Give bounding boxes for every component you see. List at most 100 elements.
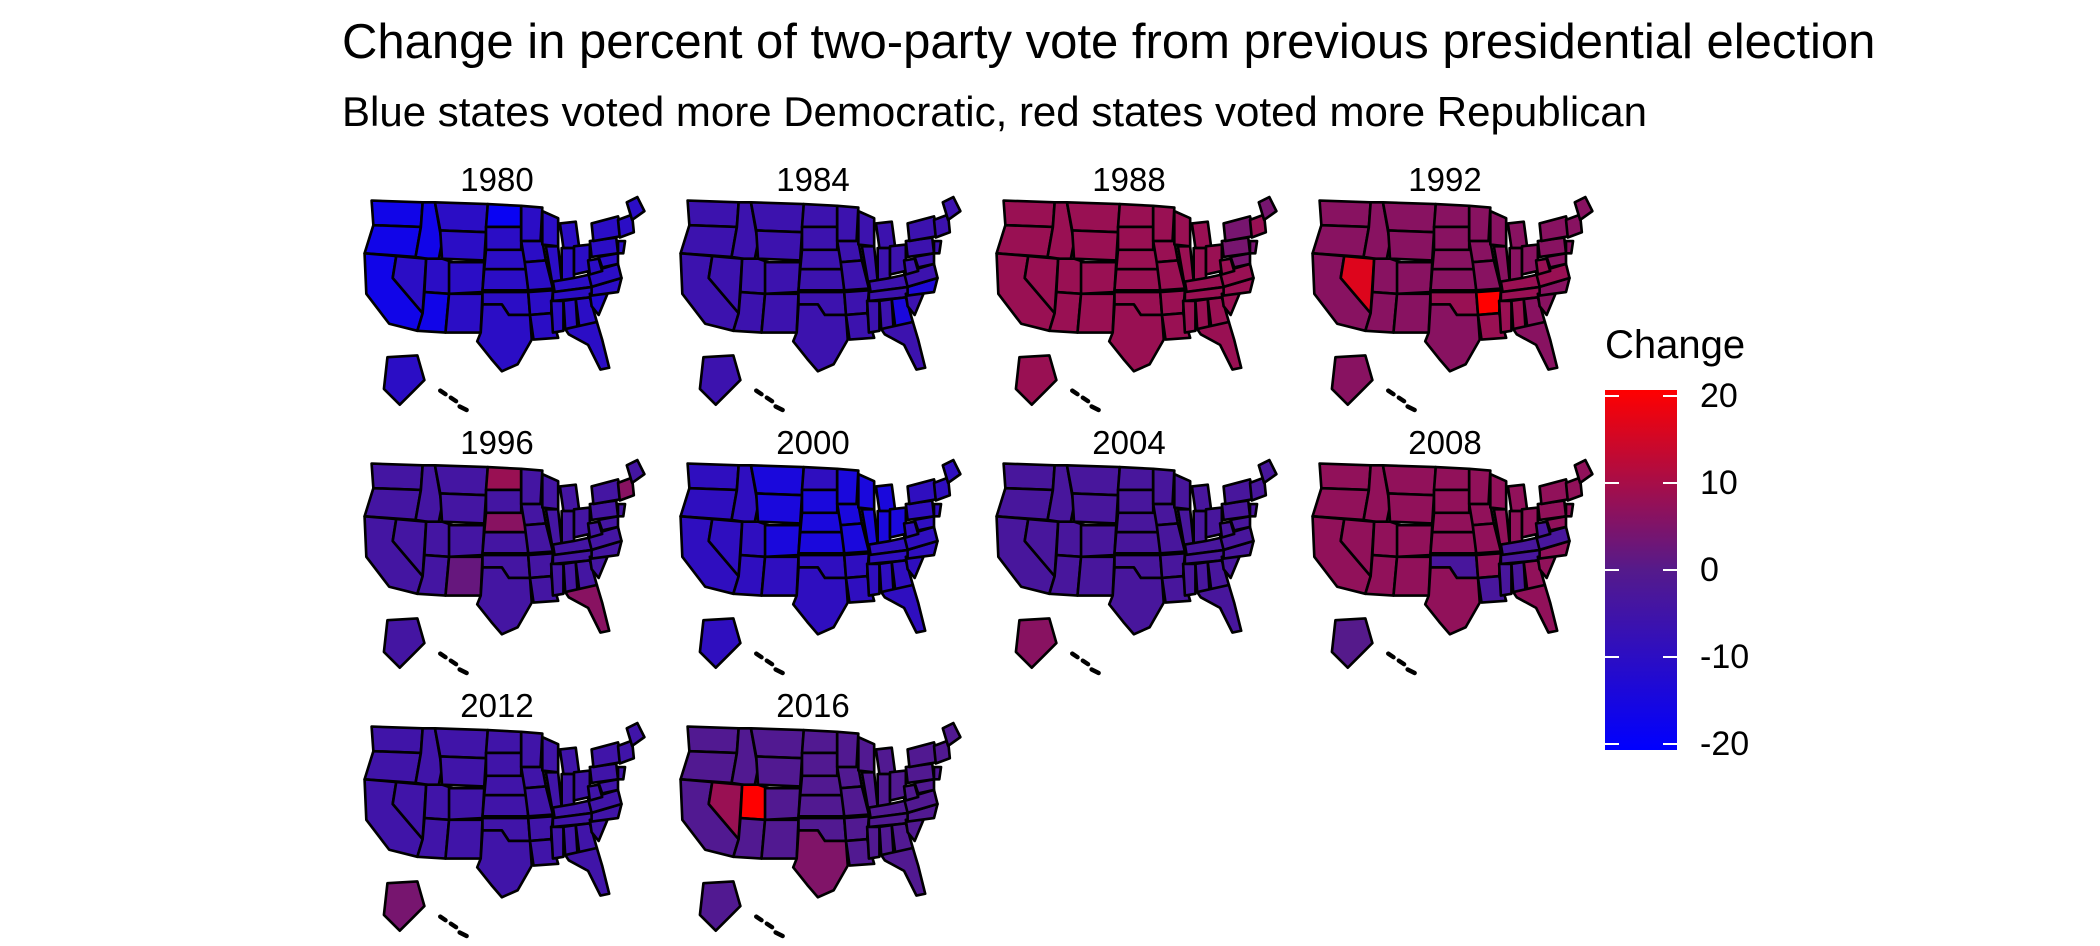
state-wa <box>686 725 740 755</box>
state-nd <box>484 728 523 755</box>
state-ms <box>1497 299 1513 334</box>
state-mn <box>835 204 860 243</box>
state-mi <box>874 746 897 776</box>
state-wv <box>902 520 920 539</box>
state-in <box>1192 246 1208 283</box>
state-nd <box>1432 202 1471 229</box>
state-me <box>941 721 962 748</box>
state-ne <box>798 248 844 271</box>
map-panel-1992: 1992 <box>1290 160 1600 420</box>
state-sd <box>484 751 523 778</box>
state-az <box>1048 290 1083 334</box>
state-nd <box>1116 202 1155 229</box>
us-map <box>1311 195 1594 413</box>
map-panel-1980: 1980 <box>342 160 652 420</box>
state-nd <box>800 465 839 492</box>
state-wi <box>540 209 560 248</box>
state-ar <box>526 551 555 580</box>
us-map <box>995 195 1278 413</box>
state-ks <box>1429 530 1478 555</box>
state-fl <box>563 320 611 371</box>
state-sd <box>1432 488 1471 515</box>
state-tx <box>791 303 850 373</box>
state-ks <box>797 530 846 555</box>
legend-color-bar <box>1605 390 1677 750</box>
state-co <box>447 786 486 822</box>
state-co <box>447 260 486 296</box>
state-ne <box>1430 511 1476 534</box>
state-wv <box>586 520 604 539</box>
panel-year-label: 2000 <box>776 424 850 461</box>
state-md <box>1229 252 1252 269</box>
state-tx <box>475 829 534 899</box>
state-nm <box>444 555 484 597</box>
state-ks <box>481 267 530 292</box>
state-mi <box>1190 220 1213 250</box>
state-nm <box>760 818 800 860</box>
state-in <box>876 509 892 546</box>
state-tx <box>1107 566 1166 636</box>
state-wa <box>1002 199 1056 229</box>
state-mi <box>874 483 897 513</box>
map-panel-1996: 1996 <box>342 423 652 683</box>
us-map <box>679 458 962 676</box>
state-wa <box>1318 462 1372 492</box>
state-me <box>625 721 646 748</box>
us-map <box>363 195 646 413</box>
state-wi <box>856 472 876 511</box>
state-nm <box>1076 555 1116 597</box>
state-fl <box>563 583 611 634</box>
state-wi <box>1488 472 1508 511</box>
state-wy <box>754 492 804 525</box>
state-sd <box>1432 225 1471 252</box>
state-ne_small <box>616 213 636 239</box>
state-or <box>1311 486 1371 522</box>
state-ms <box>1181 562 1197 597</box>
state-fl <box>1511 583 1559 634</box>
state-ne_small <box>1248 213 1268 239</box>
state-ak <box>698 880 742 933</box>
state-hi <box>1386 388 1417 413</box>
state-wy <box>1386 229 1436 262</box>
state-ak <box>698 617 742 670</box>
state-in <box>560 772 576 809</box>
state-co <box>763 786 802 822</box>
chart-title: Change in percent of two-party vote from… <box>342 15 1876 69</box>
us-map <box>679 721 962 939</box>
state-md <box>913 778 936 795</box>
state-wv <box>586 257 604 276</box>
state-mt <box>749 726 806 760</box>
state-wa <box>370 725 424 755</box>
state-ks <box>1113 267 1162 292</box>
state-sd <box>1116 225 1155 252</box>
state-tx <box>791 566 850 636</box>
state-mn <box>835 730 860 769</box>
state-ms <box>1497 562 1513 597</box>
state-ar <box>526 288 555 317</box>
state-ne <box>1430 248 1476 271</box>
map-panel-1988: 1988 <box>974 160 1284 420</box>
state-wy <box>754 755 804 788</box>
state-md <box>1229 515 1252 532</box>
state-hi <box>1070 388 1101 413</box>
state-fl <box>879 320 927 371</box>
state-ne_small <box>1564 213 1584 239</box>
state-ks <box>481 530 530 555</box>
state-hi <box>754 388 785 413</box>
legend-tick-label: -10 <box>1700 638 1750 676</box>
map-panel-2016: 2016 <box>658 686 968 946</box>
map-panel-2000: 2000 <box>658 423 968 683</box>
state-ne_small <box>616 476 636 502</box>
state-ms <box>865 562 881 597</box>
state-or <box>363 223 423 259</box>
state-ms <box>549 825 565 860</box>
state-ak <box>382 617 426 670</box>
state-nd <box>800 728 839 755</box>
state-nm <box>760 555 800 597</box>
state-hi <box>438 651 469 676</box>
state-or <box>995 486 1055 522</box>
state-hi <box>1386 651 1417 676</box>
state-wi <box>856 735 876 774</box>
state-nd <box>1432 465 1471 492</box>
state-mt <box>1381 463 1438 497</box>
